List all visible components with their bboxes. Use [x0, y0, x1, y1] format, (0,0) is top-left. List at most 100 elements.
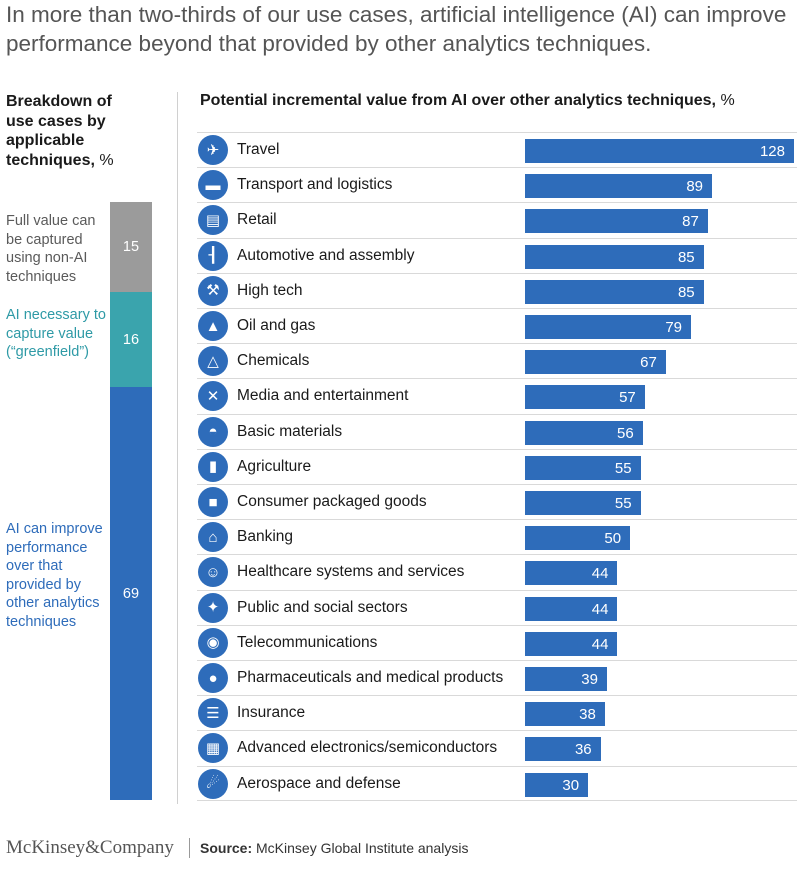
- source-text: McKinsey Global Institute analysis: [256, 840, 469, 856]
- value-bar: 39: [525, 667, 607, 691]
- category-label: Travel: [237, 141, 280, 158]
- bar-value-label: 67: [640, 354, 657, 372]
- flask-icon: △: [198, 346, 228, 377]
- value-bar: 55: [525, 455, 641, 480]
- chart-row: ■ Consumer packaged goods 55: [197, 484, 797, 519]
- category-label: Automotive and assembly: [237, 246, 415, 264]
- bar-value-label: 30: [562, 776, 580, 794]
- bar-value-label: 39: [581, 671, 598, 688]
- bar-value-label: 36: [574, 741, 592, 759]
- bar-value-label: 87: [682, 213, 699, 231]
- value-bar: 89: [525, 174, 713, 199]
- oil-pump-icon: ▲: [198, 311, 228, 341]
- chip-icon: ▦: [198, 733, 228, 764]
- chart-row: ✦ Public and social sectors 44: [197, 589, 797, 625]
- bar-value-label: 85: [677, 248, 695, 266]
- category-label: Banking: [237, 528, 294, 546]
- chassis-icon: ┨: [198, 240, 228, 271]
- bar-value-label: 44: [591, 635, 609, 653]
- stack-segment: 69: [110, 387, 152, 800]
- chart-row: △ Chemicals 67: [197, 343, 797, 378]
- chart-row: ⌂ Banking 50: [197, 519, 797, 554]
- value-bar: 67: [525, 350, 666, 375]
- bar-value-label: 44: [591, 600, 609, 618]
- value-bar: 44: [525, 561, 618, 586]
- directors-chair-icon: ✕: [198, 381, 228, 412]
- bar-value-label: 50: [604, 530, 622, 548]
- category-label: Oil and gas: [237, 317, 316, 334]
- source-note: Source: McKinsey Global Institute analys…: [200, 840, 468, 856]
- left-title-unit: %: [99, 151, 114, 169]
- chart-row: ▦ Advanced electronics/semiconductors 36: [197, 730, 797, 765]
- chart-row: ☺ Healthcare systems and services 44: [197, 554, 797, 589]
- value-bar: 44: [525, 596, 618, 621]
- value-bar: 55: [525, 491, 641, 515]
- value-bar: 30: [525, 772, 589, 797]
- headline: In more than two-thirds of our use cases…: [6, 2, 787, 56]
- chart-row: ┨ Automotive and assembly 85: [197, 237, 797, 273]
- category-label: Transport and logistics: [237, 176, 393, 194]
- chart-row: ▮ Agriculture 55: [197, 448, 797, 484]
- stack-segment-value: 16: [122, 331, 140, 348]
- chart-row: ✈ Travel 128: [197, 132, 797, 167]
- value-bar: 50: [525, 526, 631, 551]
- pills-icon: ●: [198, 663, 228, 693]
- value-bar: 57: [525, 385, 645, 410]
- category-label: High tech: [237, 281, 303, 299]
- chart-row: ◉ Telecommunications 44: [197, 624, 797, 660]
- antenna-icon: ◉: [198, 627, 228, 658]
- right-title-text: Potential incremental value from AI over…: [200, 92, 716, 109]
- document-icon: ☰: [198, 698, 228, 729]
- category-label: Chemicals: [237, 352, 310, 370]
- category-label: Telecommunications: [237, 633, 378, 651]
- bar-value-label: 56: [617, 424, 634, 442]
- chart-row: ▬ Transport and logistics 89: [197, 167, 797, 202]
- package-icon: ■: [198, 487, 228, 517]
- footer-divider: [189, 838, 190, 858]
- chart-row: ● Pharmaceuticals and medical products 39: [197, 660, 797, 695]
- category-label: Insurance: [237, 704, 306, 722]
- chart-row: ⚒ High tech 85: [197, 272, 797, 308]
- bar-value-label: 89: [686, 178, 704, 196]
- category-label: Advanced electronics/semiconductors: [237, 739, 498, 757]
- brand-logo: McKinsey&Company: [6, 837, 174, 858]
- truck-icon: ▬: [198, 170, 228, 201]
- category-label: Pharmaceuticals and medical products: [237, 669, 504, 686]
- segment-label-non-ai: Full value can be captured using non-AI …: [6, 213, 96, 285]
- value-bar: 87: [525, 209, 708, 234]
- panel-divider: [177, 92, 178, 804]
- category-label: Agriculture: [237, 457, 312, 475]
- robot-arm-icon: ⚒: [198, 275, 228, 306]
- bar-value-label: 55: [614, 495, 632, 512]
- right-panel-title: Potential incremental value from AI over…: [200, 92, 735, 110]
- left-panel-title: Breakdown of use cases by applicable tec…: [6, 92, 136, 170]
- segment-label-greenfield: AI necessary to capture value (“greenfie…: [6, 307, 106, 360]
- category-label: Consumer packaged goods: [237, 493, 427, 510]
- stack-segment: 16: [110, 291, 152, 388]
- airplane-icon: ✈: [198, 135, 228, 165]
- bank-icon: ⌂: [198, 522, 228, 553]
- value-bar: 85: [525, 244, 704, 269]
- bar-value-label: 55: [614, 459, 632, 477]
- handshake-icon: ✦: [198, 592, 228, 623]
- stack-segment-value: 69: [122, 585, 140, 602]
- bar-value-label: 85: [677, 283, 695, 301]
- chart-row: ☰ Insurance 38: [197, 695, 797, 730]
- stack-segment: 15: [110, 202, 152, 292]
- stack-segment-value: 15: [122, 238, 140, 255]
- right-title-unit: %: [720, 92, 735, 109]
- category-label: Aerospace and defense: [237, 774, 401, 792]
- doctor-icon: ☺: [198, 557, 228, 588]
- category-label: Basic materials: [237, 422, 343, 440]
- satellite-icon: ☄: [198, 768, 228, 799]
- chart-row: ▤ Retail 87: [197, 202, 797, 237]
- cow-icon: ▮: [198, 451, 228, 482]
- value-bar: 56: [525, 420, 643, 445]
- bar-value-label: 128: [759, 143, 785, 160]
- bar-value-label: 44: [591, 565, 609, 583]
- source-label: Source:: [200, 840, 253, 856]
- chart-row: ✕ Media and entertainment 57: [197, 378, 797, 413]
- left-title-text: Breakdown of use cases by applicable tec…: [6, 93, 112, 169]
- segment-label-ai-improve: AI can improve performance over that pro…: [6, 521, 103, 630]
- category-label: Retail: [237, 211, 277, 229]
